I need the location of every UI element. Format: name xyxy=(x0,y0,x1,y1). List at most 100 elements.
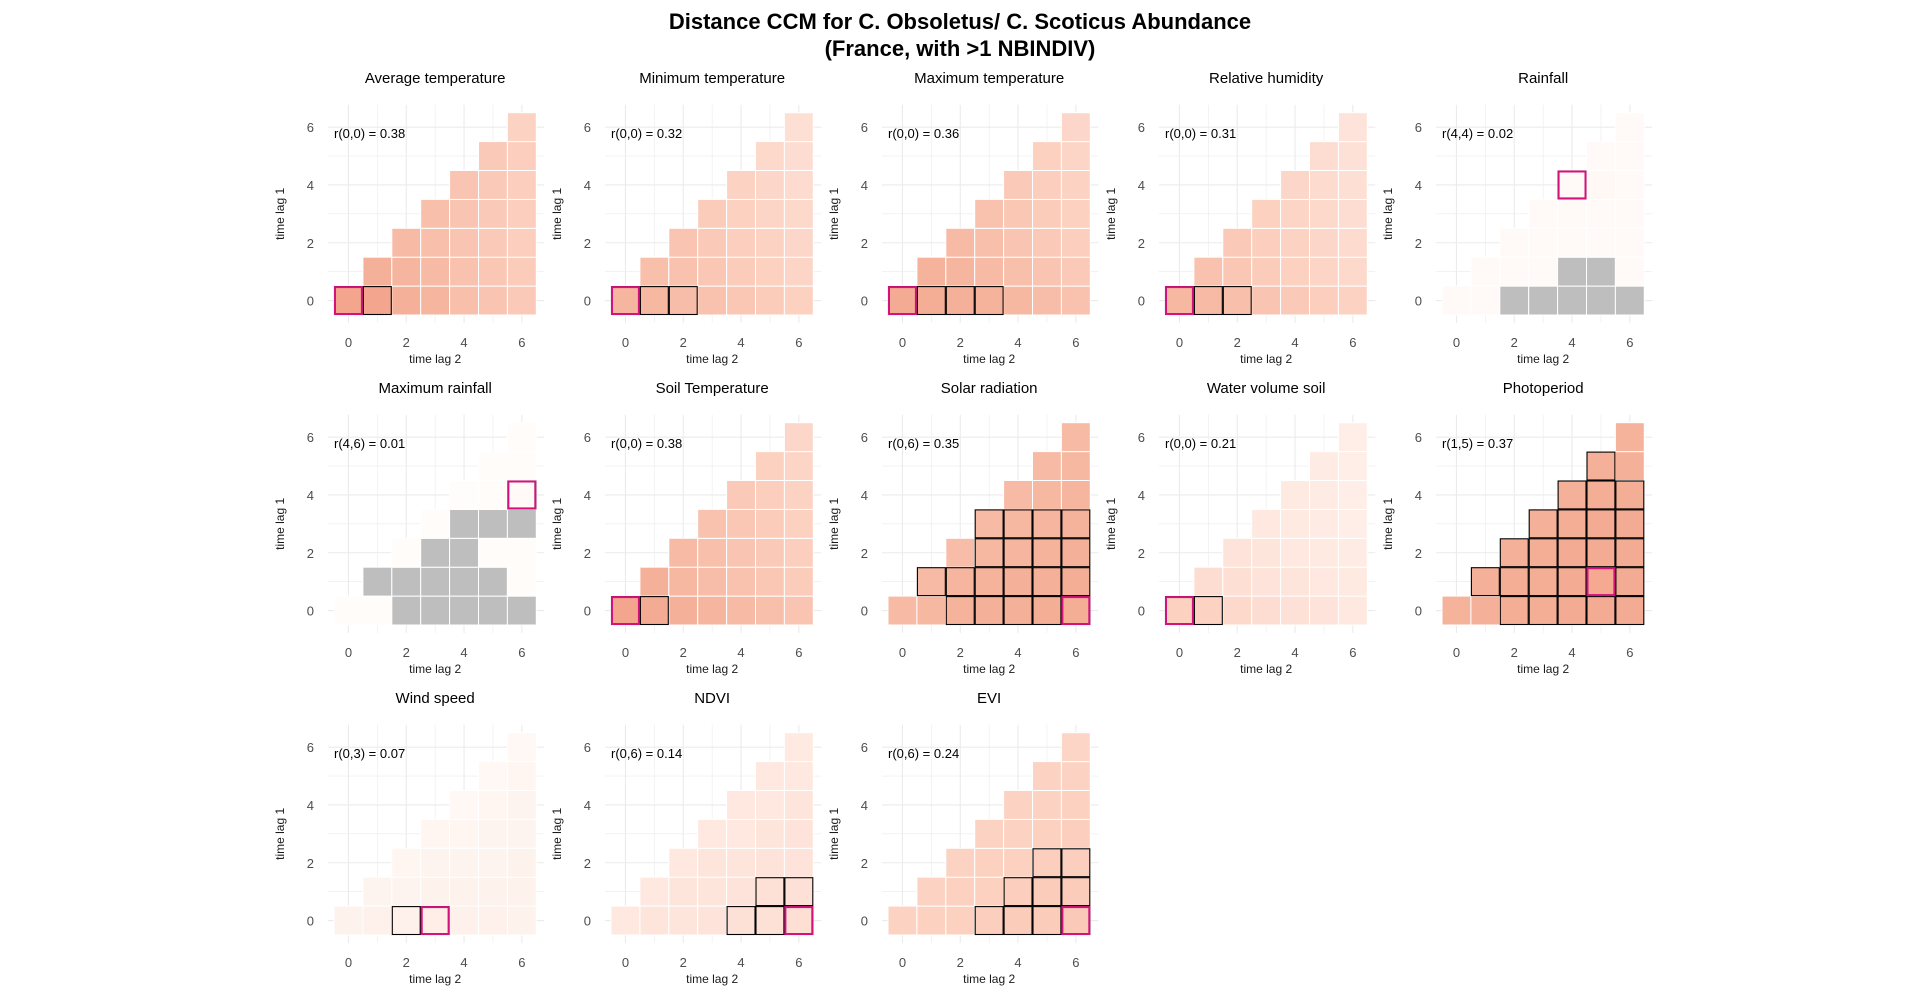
heatmap-panel-average-temperature: 0 0 2 2 4 4 6 6 time lag 2 time lag 1 Average temp… xyxy=(273,70,545,366)
heatmap-cell xyxy=(887,595,918,626)
max-cell-outline xyxy=(784,906,814,935)
y-tick-label: 0 xyxy=(1138,294,1145,309)
heatmap-cell xyxy=(1614,451,1645,482)
heatmap-cell xyxy=(1032,480,1062,510)
y-tick-label: 6 xyxy=(1138,430,1145,445)
heatmap-cell xyxy=(726,480,756,510)
heatmap-cell xyxy=(1164,595,1195,626)
heatmap-cell xyxy=(783,112,814,143)
x-tick-label: 2 xyxy=(403,335,410,350)
y-tick-label: 0 xyxy=(584,294,591,309)
heatmap-cell xyxy=(478,847,508,878)
x-axis-title: time lag 2 xyxy=(1517,662,1569,676)
heatmap-cell xyxy=(639,256,670,287)
heatmap-cell xyxy=(478,256,508,287)
correlation-annotation: r(0,0) = 0.21 xyxy=(1165,436,1236,451)
heatmap-cell xyxy=(1557,256,1587,287)
heatmap-cell xyxy=(697,508,728,539)
y-tick-label: 4 xyxy=(307,798,314,813)
significant-cell-outline xyxy=(1499,596,1529,626)
significant-cell-outline xyxy=(916,286,946,316)
heatmap-cell xyxy=(1032,818,1062,849)
x-tick-label: 2 xyxy=(1234,645,1241,660)
heatmap-cell xyxy=(945,537,976,568)
significant-cell-outline xyxy=(1528,538,1558,568)
heatmap-cell xyxy=(668,537,699,568)
heatmap-cell xyxy=(1337,227,1368,258)
heatmap-cell xyxy=(945,256,976,287)
heatmap-cell xyxy=(974,847,1005,878)
x-tick-label: 2 xyxy=(680,645,687,660)
heatmap-cell xyxy=(1251,595,1282,626)
heatmap-cell xyxy=(478,876,508,907)
heatmap-cell xyxy=(1251,537,1282,568)
heatmap-cell xyxy=(1614,112,1645,143)
heatmap-cell xyxy=(1003,566,1033,597)
heatmap-cell xyxy=(1032,508,1062,539)
heatmap-cell xyxy=(783,790,814,820)
heatmap-cell xyxy=(478,790,508,820)
heatmap-cell xyxy=(974,595,1005,626)
x-tick-label: 4 xyxy=(1568,335,1575,350)
heatmap-cell xyxy=(1614,508,1645,539)
heatmap-cell xyxy=(420,537,451,568)
heatmap-cell xyxy=(1586,285,1616,316)
figure-title-line1: Distance CCM for C. Obsoletus/ C. Scotic… xyxy=(668,9,1252,34)
heatmap-cell xyxy=(506,818,537,849)
heatmap-cell xyxy=(1032,227,1062,258)
heatmap-cell xyxy=(362,876,393,907)
heatmap-cell xyxy=(478,198,508,229)
heatmap-cell xyxy=(755,790,785,820)
heatmap-cell xyxy=(1193,566,1224,597)
heatmap-cell xyxy=(783,537,814,568)
heatmap-cell xyxy=(420,905,451,936)
heatmap-cell xyxy=(506,198,537,229)
x-axis-title: time lag 2 xyxy=(409,352,461,366)
significant-cell-outline xyxy=(1615,567,1645,597)
heatmap-cell xyxy=(639,905,670,936)
significant-cell-outline xyxy=(1528,596,1558,626)
heatmap-cell xyxy=(1557,170,1587,200)
significant-cell-outline xyxy=(391,906,421,936)
heatmap-cell xyxy=(506,566,537,597)
significant-cell-outline xyxy=(1003,509,1033,539)
heatmap-cell xyxy=(449,170,480,200)
heatmap-cell xyxy=(726,905,756,936)
heatmap-cell xyxy=(333,905,364,936)
x-tick-label: 2 xyxy=(403,645,410,660)
significant-cell-outline xyxy=(1032,848,1062,878)
x-tick-label: 0 xyxy=(345,955,352,970)
y-tick-label: 6 xyxy=(1415,430,1422,445)
heatmap-cell xyxy=(1060,537,1091,568)
heatmap-cell xyxy=(420,256,451,287)
x-tick-label: 6 xyxy=(1626,645,1633,660)
heatmap-cell xyxy=(1032,595,1062,626)
y-tick-label: 2 xyxy=(861,236,868,251)
max-cell-outline xyxy=(334,286,363,316)
x-tick-label: 6 xyxy=(795,955,802,970)
x-tick-label: 6 xyxy=(1072,335,1079,350)
heatmap-cell xyxy=(1528,256,1559,287)
x-tick-label: 6 xyxy=(1349,335,1356,350)
x-axis-title: time lag 2 xyxy=(963,972,1015,986)
heatmap-cell xyxy=(1337,170,1368,200)
y-tick-label: 6 xyxy=(861,740,868,755)
heatmap-cell xyxy=(1060,790,1091,820)
heatmap-cell xyxy=(1614,141,1645,172)
heatmap-cell xyxy=(478,170,508,200)
heatmap-cell xyxy=(1337,198,1368,229)
heatmap-cell xyxy=(974,537,1005,568)
heatmap-cell xyxy=(610,285,641,316)
heatmap-cell xyxy=(1586,508,1616,539)
heatmap-cell xyxy=(783,905,814,936)
y-tick-label: 4 xyxy=(861,798,868,813)
heatmap-cell xyxy=(1586,141,1616,172)
heatmap-cell xyxy=(506,847,537,878)
x-tick-label: 4 xyxy=(1014,335,1021,350)
heatmap-cell xyxy=(1441,595,1472,626)
heatmap-cell xyxy=(1222,227,1253,258)
heatmap-cell xyxy=(668,285,699,316)
significant-cell-outline xyxy=(1499,538,1529,568)
significant-cell-outline xyxy=(1061,509,1091,539)
heatmap-cell xyxy=(783,508,814,539)
